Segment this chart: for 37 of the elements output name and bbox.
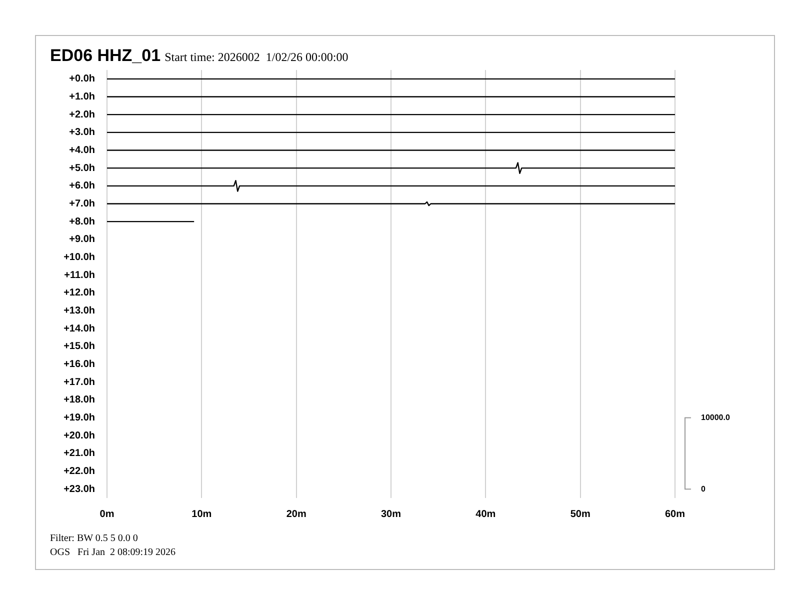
y-tick-label: +21.0h <box>64 448 95 460</box>
chart-subtitle: Start time: 2026002 1/02/26 00:00:00 <box>164 50 348 64</box>
y-tick-label: +10.0h <box>64 252 95 263</box>
y-tick-label: +4.0h <box>69 145 95 156</box>
y-tick-label: +16.0h <box>64 359 95 370</box>
x-tick-label: 30m <box>380 508 402 520</box>
text: Filter: BW 0.5 5 0.0 0 <box>50 532 139 546</box>
x-tick-label: 60m <box>664 508 686 520</box>
y-tick-label: +0.0h <box>69 74 95 85</box>
y-tick-label: +13.0h <box>64 306 95 316</box>
x-tick-label: 0m <box>100 508 114 520</box>
y-tick-label: +5.0h <box>69 162 95 174</box>
text: OGS Fri Jan 2 08:09:19 2026 <box>50 546 176 560</box>
x-tick-label: 40m <box>476 508 496 520</box>
y-tick-label: +23.0h <box>64 484 95 495</box>
x-tick-label: 50m <box>570 508 590 520</box>
y-tick-label: +22.0h <box>64 466 95 477</box>
y-tick-label: +15.0h <box>64 341 95 352</box>
y-tick-label: +3.0h <box>69 127 95 138</box>
y-tick-label: +14.0h <box>64 323 95 334</box>
y-tick-label: +2.0h <box>69 109 95 120</box>
x-tick-label: 10m <box>192 508 212 520</box>
y-tick-label: +6.0h <box>69 180 95 192</box>
y-tick-label: +9.0h <box>69 234 95 246</box>
y-tick-label: +12.0h <box>64 288 95 299</box>
x-tick-label: 20m <box>286 508 306 520</box>
y-tick-label: +11.0h <box>64 270 95 281</box>
y2-tick-label: 0 <box>701 484 706 494</box>
chart-title: ED06 HHZ_01 <box>50 46 161 65</box>
y2-tick-label: 10000.0 <box>701 412 730 422</box>
y-tick-label: +20.0h <box>64 430 95 442</box>
y-tick-label: +8.0h <box>69 216 95 228</box>
y-tick-label: +1.0h <box>69 92 95 102</box>
y-tick-label: +18.0h <box>64 394 95 406</box>
y-tick-label: +19.0h <box>64 412 95 424</box>
y-tick-label: +17.0h <box>64 376 95 388</box>
y-tick-label: +7.0h <box>69 198 95 210</box>
